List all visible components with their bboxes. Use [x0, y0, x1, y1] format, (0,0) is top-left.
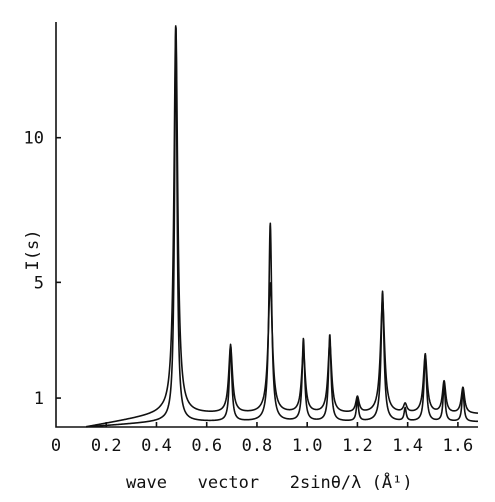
axis-frame — [55, 22, 478, 428]
x-tick-label: 0 — [51, 436, 61, 456]
series-line-2 — [85, 26, 479, 428]
x-tick-label: 0.2 — [91, 436, 122, 456]
x-tick-label: 1.0 — [292, 436, 323, 456]
series-group — [85, 25, 479, 428]
y-tick-label: 5 — [34, 273, 44, 293]
x-tick-label: 1.4 — [392, 436, 423, 456]
x-tick-label: 1.6 — [443, 436, 474, 456]
y-axis-label: I(s) — [23, 230, 43, 271]
x-tick-label: 0.8 — [242, 436, 273, 456]
x-axis-ticks: 0 0.2 0.4 0.6 0.8 1.0 1.2 1.4 1.6 — [51, 422, 473, 456]
x-tick-label: 0.4 — [141, 436, 172, 456]
x-axis-label: wave vector 2sinθ/λ (Å¹) — [126, 471, 413, 493]
series-line-1 — [85, 25, 479, 428]
x-tick-label: 1.2 — [342, 436, 373, 456]
y-tick-label: 1 — [34, 389, 44, 409]
x-tick-label: 0.6 — [191, 436, 222, 456]
y-tick-label: 10 — [24, 129, 44, 149]
